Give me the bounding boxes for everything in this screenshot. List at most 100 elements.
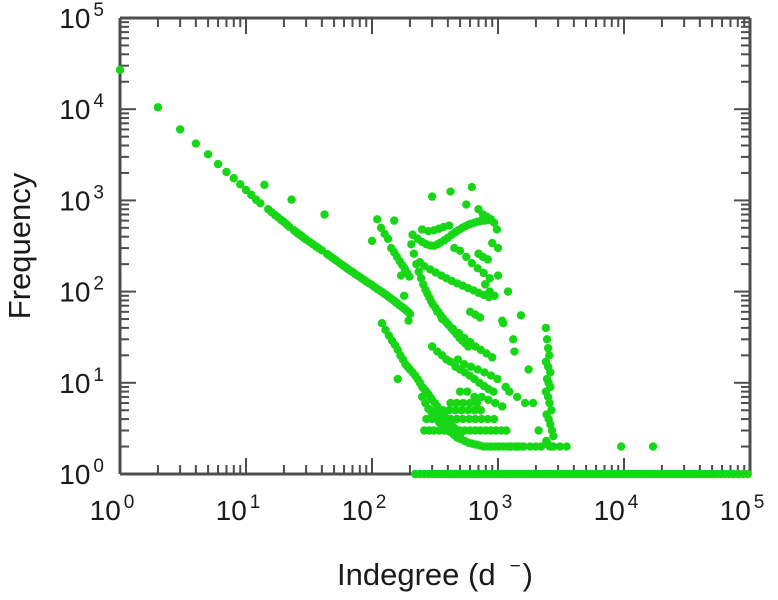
- data-point: [427, 414, 437, 424]
- data-point: [546, 368, 555, 377]
- data-point: [462, 200, 471, 209]
- data-point: [467, 258, 477, 268]
- data-point: [459, 398, 468, 408]
- data-point: [492, 225, 502, 234]
- data-point: [367, 236, 377, 246]
- data-point: [455, 246, 465, 256]
- data-point: [528, 398, 538, 408]
- data-point: [448, 324, 458, 334]
- data-point: [191, 139, 201, 148]
- data-point: [648, 442, 658, 451]
- data-point: [438, 406, 448, 415]
- data-point: [488, 238, 497, 248]
- data-point: [260, 180, 269, 190]
- data-point: [498, 402, 507, 411]
- data-point: [393, 374, 402, 384]
- data-point: [457, 406, 466, 415]
- data-point: [453, 355, 463, 364]
- data-point: [524, 365, 533, 374]
- data-point: [493, 374, 502, 384]
- data-point: [222, 167, 231, 177]
- data-point: [479, 268, 488, 278]
- data-point: [432, 406, 441, 415]
- data-point: [477, 392, 486, 402]
- data-point: [115, 65, 125, 75]
- data-point: [541, 323, 551, 333]
- data-point: [446, 398, 455, 408]
- data-point: [409, 249, 419, 258]
- data-point: [396, 271, 406, 280]
- data-point: [545, 398, 554, 408]
- data-point: [502, 426, 511, 435]
- data-point: [466, 362, 476, 371]
- data-point: [445, 221, 454, 230]
- data-point: [452, 398, 461, 408]
- data-point: [427, 192, 437, 201]
- data-point: [433, 307, 442, 317]
- data-point: [471, 414, 480, 424]
- data-point: [499, 319, 508, 328]
- data-point: [454, 328, 464, 338]
- indegree-minus-superscript: −: [510, 556, 521, 577]
- data-point: [405, 309, 415, 319]
- data-point: [512, 442, 521, 451]
- data-point: [483, 414, 492, 424]
- data-point: [373, 215, 382, 224]
- data-point: [490, 398, 500, 408]
- data-point: [455, 387, 465, 396]
- data-point: [463, 387, 472, 396]
- data-point: [480, 280, 490, 289]
- data-point: [407, 240, 416, 249]
- data-point: [389, 216, 399, 225]
- data-point: [383, 234, 393, 243]
- data-point: [475, 313, 485, 322]
- data-point: [404, 316, 413, 325]
- data-point: [203, 150, 213, 159]
- data-point: [462, 252, 471, 262]
- data-point: [519, 442, 528, 451]
- data-point: [545, 351, 554, 360]
- data-point: [489, 387, 498, 396]
- data-point: [470, 406, 479, 415]
- data-point: [483, 255, 492, 264]
- data-point: [473, 365, 482, 374]
- data-point: [236, 180, 245, 189]
- data-point: [510, 347, 519, 356]
- data-point: [525, 442, 535, 451]
- y-axis-title: Frequency: [2, 172, 37, 319]
- data-point: [485, 274, 494, 283]
- data-point: [508, 335, 518, 344]
- data-point: [452, 414, 461, 424]
- data-point: [516, 311, 526, 320]
- data-point: [460, 359, 469, 369]
- data-point: [506, 442, 515, 451]
- data-point: [543, 343, 553, 353]
- data-point: [287, 195, 296, 204]
- data-point: [465, 398, 475, 408]
- data-point: [476, 406, 485, 415]
- data-point: [451, 406, 460, 415]
- data-point: [488, 353, 497, 362]
- data-point: [405, 272, 414, 281]
- data-point: [542, 335, 552, 344]
- data-point: [493, 243, 503, 253]
- tick-label: 10 5: [59, 0, 104, 34]
- data-point: [512, 392, 522, 402]
- data-point: [437, 314, 447, 324]
- data-point: [555, 442, 565, 451]
- data-point: [470, 392, 479, 402]
- data-point: [562, 442, 571, 451]
- scatter-data-points: [115, 65, 752, 479]
- data-point: [486, 371, 496, 380]
- data-point: [433, 414, 443, 424]
- data-point: [493, 271, 503, 280]
- data-point: [175, 125, 185, 134]
- data-point: [503, 287, 513, 296]
- data-point: [445, 406, 454, 415]
- data-point: [440, 414, 449, 424]
- data-point: [482, 212, 492, 222]
- data-point: [377, 319, 387, 328]
- data-point: [427, 342, 437, 351]
